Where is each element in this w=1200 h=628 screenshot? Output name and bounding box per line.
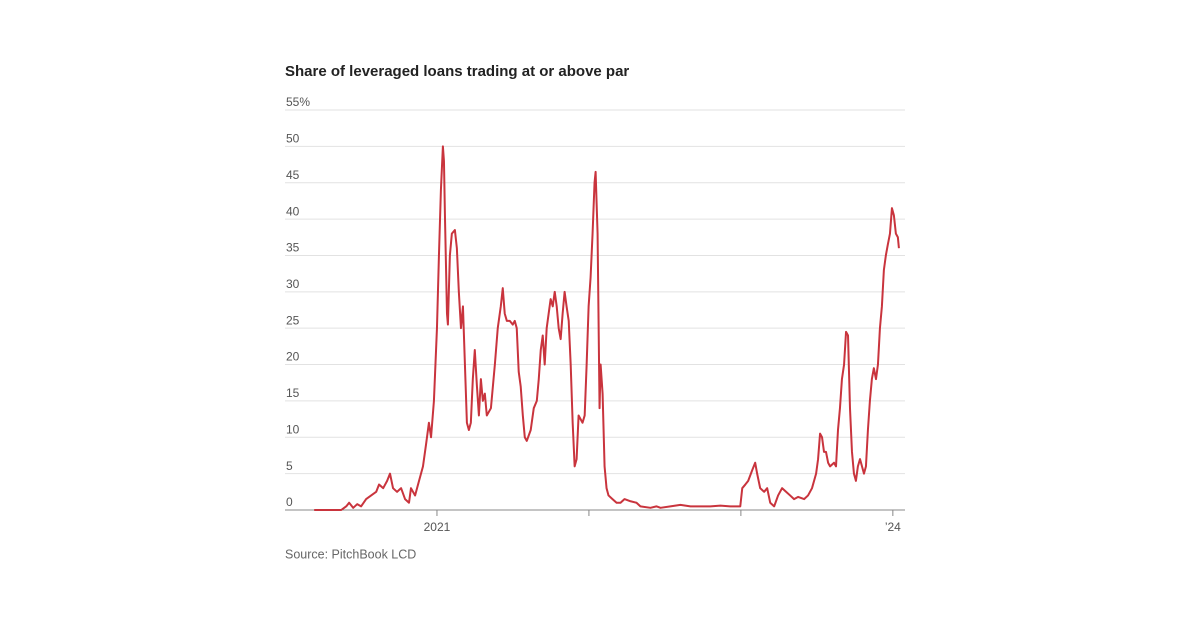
y-tick-label: 50 xyxy=(286,132,300,146)
y-tick-label: 30 xyxy=(286,277,300,291)
y-tick-label: 45 xyxy=(286,168,300,182)
source-note: Source: PitchBook LCD xyxy=(285,547,416,561)
y-tick-label: 40 xyxy=(286,204,300,218)
y-tick-label: 5 xyxy=(286,459,293,473)
y-tick-label: 20 xyxy=(286,350,300,364)
y-tick-label: 55% xyxy=(286,95,310,109)
y-tick-label: 35 xyxy=(286,241,300,255)
chart-title: Share of leveraged loans trading at or a… xyxy=(285,63,629,80)
y-tick-label: 0 xyxy=(286,495,293,509)
y-tick-label: 25 xyxy=(286,313,300,327)
x-tick-label: 2021 xyxy=(424,520,451,534)
data-line xyxy=(314,145,900,511)
y-tick-label: 15 xyxy=(286,386,300,400)
y-tick-label: 10 xyxy=(286,422,300,436)
x-tick-label: ’24 xyxy=(885,520,901,534)
